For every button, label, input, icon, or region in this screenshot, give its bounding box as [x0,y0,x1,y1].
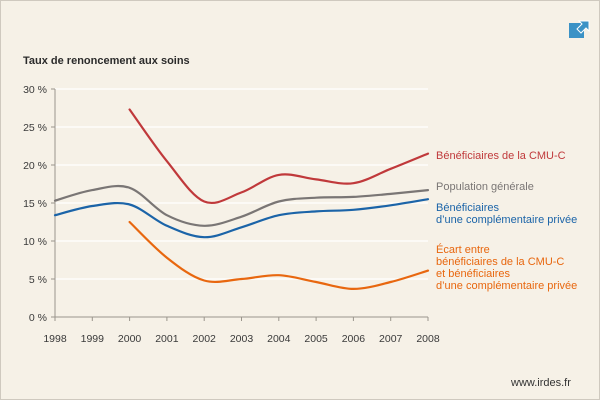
series-line-2 [53,184,430,227]
series-label-2: Population générale [436,181,534,193]
chart-title: Taux de renoncement aux soins [23,55,190,67]
series-label-1: Bénéficiaires de la CMU-C [436,150,566,162]
series-label-4: bénéficiaires de la CMU-C [436,256,564,268]
x-tick-label: 2005 [304,333,328,345]
series-label-4: et bénéficiaires [436,268,510,280]
x-tick-label: 2008 [416,333,440,345]
x-tick-label: 2007 [379,333,403,345]
y-tick-label: 15 % [23,198,47,210]
y-tick-label: 5 % [29,274,47,286]
series-label-3: Bénéficiaires [436,202,499,214]
y-tick-label: 10 % [23,236,47,248]
y-tick-label: 20 % [23,160,47,172]
series-line-1 [128,108,430,204]
x-tick-label: 2006 [342,333,366,345]
series-label-4: d’une complémentaire privée [436,280,577,292]
y-tick-label: 30 % [23,84,47,96]
x-tick-label: 2000 [118,333,142,345]
series-label-4: Écart entre [436,243,490,256]
series-label-3: d’une complémentaire privée [436,214,577,226]
y-axis-ticks: 0 % 5 % 10 % 15 % 20 % 25 % 30 % [23,84,55,324]
x-axis: 1998 1999 2000 2001 2002 2003 2004 2005 2006 2007… [43,317,440,345]
series-line-3 [53,198,430,239]
x-tick-label: 2002 [193,333,217,345]
expand-arrow-icon[interactable] [569,20,590,38]
x-tick-label: 2004 [267,333,291,345]
series-labels: Bénéficiaires de la CMU-C Population géné… [436,150,577,292]
source-link[interactable]: www.irdes.fr [510,377,571,389]
y-tick-label: 0 % [29,312,47,324]
x-tick-label: 1999 [81,333,105,345]
chart-series [53,108,430,290]
series-line-4 [128,220,430,290]
x-tick-label: 1998 [43,333,67,345]
x-tick-label: 2003 [230,333,254,345]
y-tick-label: 25 % [23,122,47,134]
x-tick-label: 2001 [155,333,179,345]
